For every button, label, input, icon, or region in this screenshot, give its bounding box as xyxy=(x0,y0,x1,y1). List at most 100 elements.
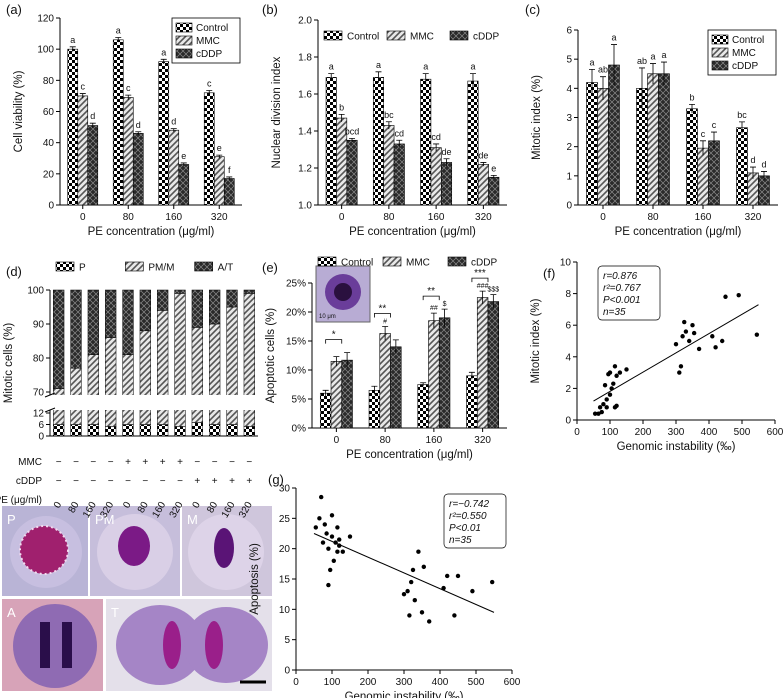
bar-segment xyxy=(243,289,255,294)
bar xyxy=(112,39,124,206)
y-tick-label: 1.8 xyxy=(298,53,312,64)
error-bar xyxy=(89,122,96,128)
bar xyxy=(417,384,429,429)
legend-label: cDDP xyxy=(732,61,758,72)
bar xyxy=(390,346,402,429)
significance-letter: ab xyxy=(637,56,647,66)
significance-letter: c xyxy=(81,82,86,92)
inset-label: 10 μm xyxy=(319,314,336,320)
error-bar xyxy=(382,326,389,341)
point xyxy=(313,525,318,530)
point xyxy=(409,579,414,585)
legend-swatch xyxy=(125,261,144,272)
micrograph-label: A xyxy=(7,605,16,620)
bar-segment xyxy=(226,289,238,308)
bar xyxy=(467,80,479,206)
nucleus xyxy=(334,283,352,301)
x-tick-label: 0 xyxy=(574,427,580,438)
legend-swatch xyxy=(55,261,75,272)
condition-value: + xyxy=(142,457,148,468)
y-tick-label: 10% xyxy=(286,366,306,377)
point xyxy=(416,549,421,554)
x-tick-label: 160 xyxy=(165,212,182,223)
condition-value: 0 xyxy=(191,500,204,511)
condition-value: − xyxy=(229,457,235,468)
chromatin xyxy=(62,622,72,668)
y-tick-label: 25 xyxy=(279,514,291,525)
bar xyxy=(319,392,332,429)
x-tick-label: 600 xyxy=(504,677,521,688)
x-tick-label: 0 xyxy=(339,212,345,223)
micrograph-label: T xyxy=(111,605,119,620)
stats-text: r=0.876 xyxy=(603,271,638,282)
condition-value: − xyxy=(90,457,96,468)
significance-letter: a xyxy=(470,62,475,72)
panel-label: (d) xyxy=(6,264,22,279)
point xyxy=(599,409,604,415)
point xyxy=(678,364,684,369)
legend-label: cDDP xyxy=(471,258,497,269)
y-tick-label: 8 xyxy=(565,289,571,300)
x-tick-label: 300 xyxy=(668,427,685,438)
stats-text: n=35 xyxy=(449,535,472,546)
point xyxy=(337,537,342,542)
bar xyxy=(736,127,748,206)
fit-line xyxy=(593,304,759,402)
point xyxy=(324,531,329,536)
y-tick-label: 1.0 xyxy=(298,201,312,212)
significance-letter: bc xyxy=(737,110,747,120)
error-bar xyxy=(611,44,617,86)
point xyxy=(680,334,685,339)
point xyxy=(322,522,327,527)
y-tick-label: 20% xyxy=(286,308,306,319)
error-bar xyxy=(328,73,335,82)
panel-label: (g) xyxy=(268,472,284,487)
error-bar xyxy=(375,71,382,83)
cell xyxy=(184,607,268,683)
bar xyxy=(708,140,720,206)
condition-name: MMC xyxy=(18,457,42,468)
point xyxy=(410,567,416,573)
bar xyxy=(430,147,442,206)
significance-letter: d xyxy=(90,111,95,121)
legend-swatch xyxy=(711,34,729,45)
bar-segment xyxy=(157,424,169,437)
point xyxy=(335,549,340,554)
point xyxy=(401,591,407,597)
error-bar xyxy=(79,93,86,99)
y-tick-label: 5% xyxy=(292,395,307,406)
significance-letter: a xyxy=(70,35,75,45)
significance-letter: d xyxy=(136,120,141,130)
point xyxy=(470,588,475,594)
error-bar xyxy=(480,162,487,167)
stats-text: n=35 xyxy=(603,307,626,318)
bar xyxy=(597,88,609,206)
condition-value: − xyxy=(194,457,200,468)
panel-label: (f) xyxy=(543,266,555,281)
point xyxy=(412,598,417,603)
legend-swatch xyxy=(386,30,406,41)
point xyxy=(602,383,608,388)
legend-label: P xyxy=(79,263,86,274)
panel-label: (e) xyxy=(262,260,278,275)
point xyxy=(592,411,598,416)
micrographs: P PM M A T xyxy=(2,506,272,691)
legend-label: MMC xyxy=(410,32,434,43)
bar-segment xyxy=(105,337,117,427)
chromatin xyxy=(40,622,50,668)
error-bar xyxy=(430,312,437,329)
bar-segment xyxy=(191,289,203,328)
significance-mark: ## xyxy=(430,305,438,312)
stats-text: P<0.001 xyxy=(603,295,641,306)
significance-letter: d xyxy=(171,117,176,127)
legend-label: cDDP xyxy=(473,32,499,43)
x-axis-label: Genomic instability (‰) xyxy=(617,441,736,453)
legend-swatch xyxy=(382,256,402,267)
x-tick-label: 0 xyxy=(600,212,606,223)
x-tick-label: 160 xyxy=(695,212,712,223)
point xyxy=(340,549,345,554)
y-tick-label: 70 xyxy=(33,388,45,399)
legend-label: Control xyxy=(732,35,764,46)
condition-value: − xyxy=(73,476,79,487)
nucleus xyxy=(214,528,234,568)
